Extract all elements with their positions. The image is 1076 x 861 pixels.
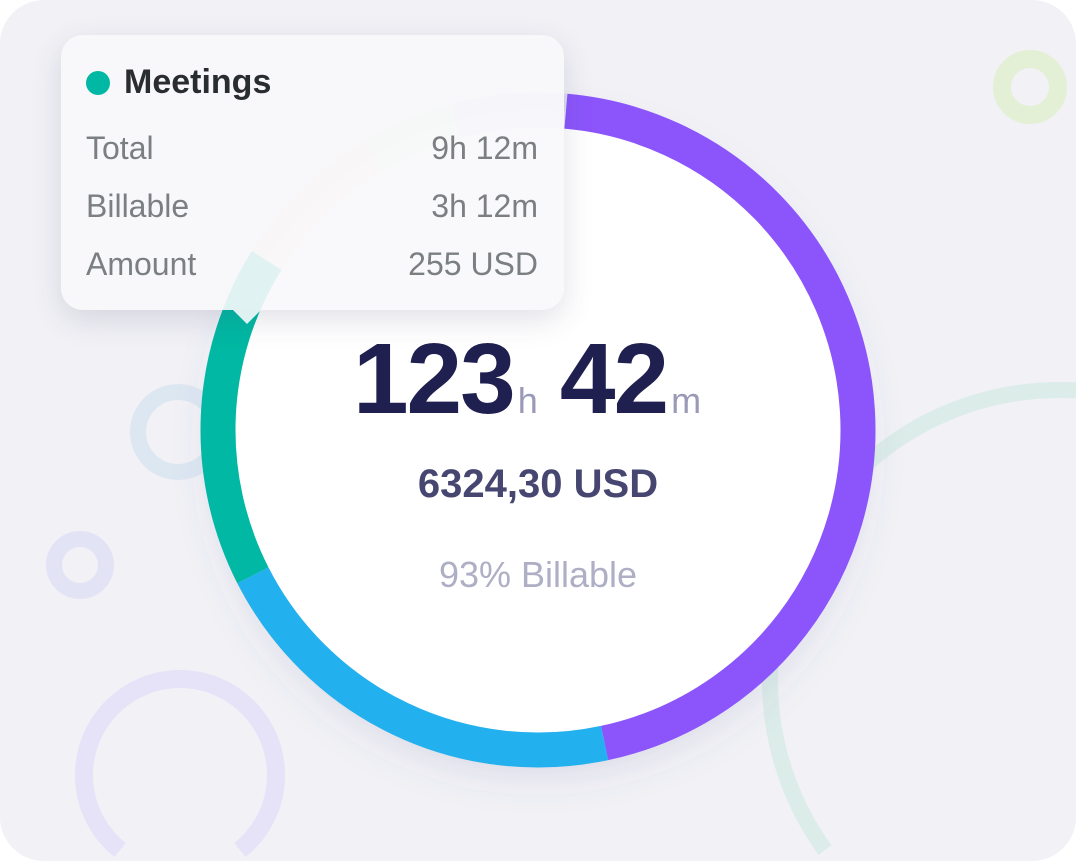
total-time: 123 h 42 m — [238, 322, 838, 437]
donut-segment[interactable] — [237, 567, 609, 768]
row-label: Total — [86, 130, 154, 166]
minutes-value: 42 — [559, 323, 669, 435]
tooltip: Meetings Total 9h 12m Billable 3h 12m Amou… — [61, 35, 564, 324]
total-amount: 6324,30 USD — [417, 462, 659, 506]
hours-unit: h — [517, 380, 538, 421]
minutes-unit: m — [671, 380, 702, 421]
tooltip-row: Billable 3h 12m — [86, 188, 538, 225]
row-value: 255 USD — [408, 246, 538, 282]
tooltip-title: Meetings — [86, 63, 271, 102]
donut-segment[interactable] — [564, 93, 876, 761]
decor-ring — [46, 531, 114, 599]
summary: 123 h 42 m 6324,30 USD 93% Billable — [238, 130, 838, 730]
decor-ring — [75, 670, 285, 858]
tooltip-title-text: Meetings — [124, 63, 272, 101]
hours-value: 123 — [352, 323, 516, 435]
row-value: 3h 12m — [431, 188, 538, 224]
tooltip-row: Total 9h 12m — [86, 130, 538, 167]
row-value: 9h 12m — [431, 130, 538, 166]
decor-ring — [993, 50, 1067, 124]
tooltip-row: Amount 255 USD — [86, 246, 538, 283]
category-dot-icon — [86, 70, 110, 95]
row-label: Billable — [86, 188, 190, 224]
billable-percent: 93% Billable — [438, 554, 638, 595]
row-label: Amount — [86, 246, 197, 282]
